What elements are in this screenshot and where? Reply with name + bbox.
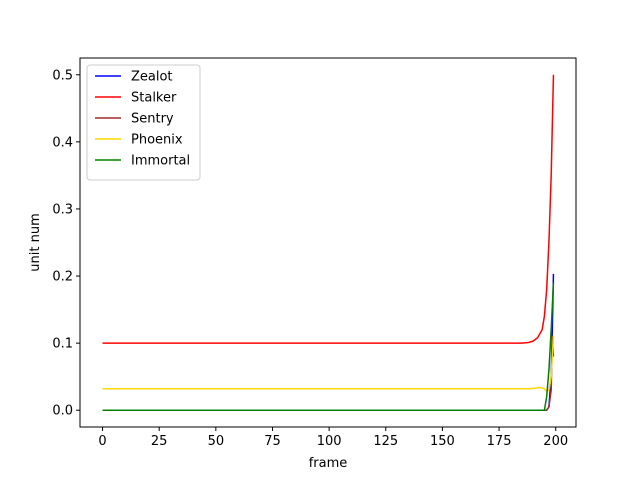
- series-line-phoenix: [102, 336, 555, 393]
- y-tick-label: 0.5: [52, 68, 73, 83]
- x-tick-label: 200: [543, 434, 568, 449]
- legend: Zealot Stalker Sentry Phoenix Immortal: [86, 64, 201, 181]
- y-tick-label: 0.3: [52, 202, 73, 217]
- x-tick-label: 125: [373, 434, 398, 449]
- x-tick-label: 75: [264, 434, 281, 449]
- x-tick-label: 50: [208, 434, 225, 449]
- y-tick-label: 0.2: [52, 270, 73, 285]
- x-tick-label: 150: [430, 434, 455, 449]
- series-layer: [102, 74, 555, 411]
- y-tick-label: 0.4: [52, 135, 73, 150]
- y-tick-label: 0.1: [52, 337, 73, 352]
- y-axis-ticks: 0.0 0.1 0.2 0.3 0.4 0.5: [52, 68, 80, 419]
- x-axis-ticks: 0 25 50 75 100 125 150 175 200: [98, 427, 568, 449]
- legend-frame: [86, 64, 201, 181]
- legend-label-sentry: Sentry: [131, 112, 174, 127]
- plot-frame: [79, 57, 577, 428]
- legend-label-immortal: Immortal: [131, 154, 190, 169]
- x-tick-label: 0: [98, 434, 106, 449]
- x-tick-label: 175: [487, 434, 512, 449]
- legend-label-stalker: Stalker: [131, 91, 177, 106]
- y-axis-label: unit num: [28, 213, 43, 271]
- x-tick-label: 100: [317, 434, 342, 449]
- series-line-stalker: [102, 74, 555, 344]
- axes-layer: [79, 57, 577, 428]
- x-tick-label: 25: [151, 434, 168, 449]
- y-tick-label: 0.0: [52, 404, 73, 419]
- legend-label-zealot: Zealot: [131, 70, 173, 85]
- x-axis-label: frame: [309, 456, 348, 471]
- series-line-immortal: [102, 282, 555, 411]
- legend-label-phoenix: Phoenix: [131, 133, 183, 148]
